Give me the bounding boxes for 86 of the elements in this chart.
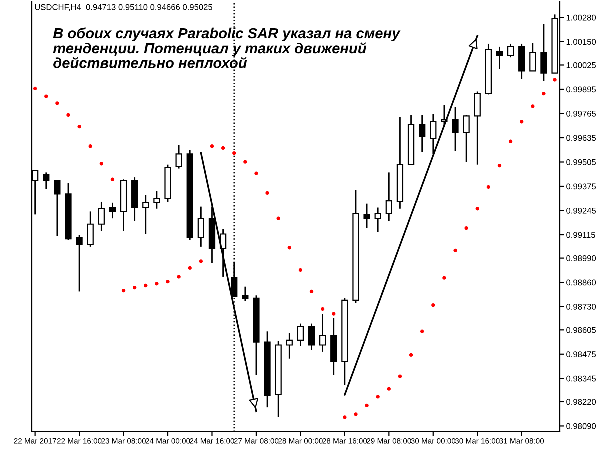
point (88, 144, 92, 148)
point (155, 282, 159, 286)
y-tick-label: 0.99245 (566, 208, 596, 214)
point (199, 260, 204, 264)
point (254, 172, 258, 176)
point (78, 124, 82, 129)
point (221, 146, 226, 150)
y-tick-label: 1.00280 (566, 14, 596, 21)
candlestick (452, 106, 459, 152)
point (531, 104, 535, 108)
point (542, 92, 546, 96)
point (376, 395, 380, 399)
y-tick-label: 0.98475 (566, 352, 596, 358)
y-tick-label: 0.99115 (566, 232, 596, 238)
point (122, 288, 126, 293)
y-tick-label: 0.98990 (566, 256, 596, 262)
y-tick-label: 0.99765 (566, 110, 596, 117)
y-tick-label: 0.98860 (566, 280, 596, 286)
point (442, 276, 446, 280)
point (398, 374, 402, 378)
candlestick (374, 207, 382, 233)
point (276, 216, 280, 220)
candlestick (264, 330, 271, 408)
y-tick-label: 0.98090 (566, 423, 596, 430)
point (56, 102, 60, 106)
point (232, 151, 236, 156)
point (520, 120, 524, 124)
y-tick-label: 0.98730 (566, 304, 596, 310)
point (110, 178, 115, 182)
point (365, 404, 369, 408)
point (310, 290, 314, 294)
point (420, 330, 424, 334)
point (476, 207, 480, 211)
point (454, 248, 458, 253)
point (464, 226, 468, 230)
annotation: В обоих случаях Parabolic SAR указал на смену тенденции. Потенциал у таких движений действительно неплохой (53, 28, 401, 68)
point (332, 312, 336, 316)
candlestick (98, 201, 105, 232)
point (498, 164, 502, 168)
y-tick-label: 0.99375 (566, 184, 596, 190)
point (210, 144, 214, 148)
candlestick (430, 113, 437, 155)
point (144, 284, 148, 288)
candlestick (208, 206, 216, 264)
point (432, 303, 436, 308)
candlestick (319, 313, 326, 353)
candlestick (176, 144, 182, 170)
y-tick-label: 1.00150 (566, 39, 596, 46)
candlestick (43, 172, 50, 190)
candlestick (419, 114, 426, 153)
point (177, 275, 181, 279)
point (188, 266, 192, 270)
point (66, 113, 70, 118)
point (320, 307, 325, 312)
y-tick-label: 0.99635 (566, 135, 596, 142)
candlestick (386, 172, 392, 222)
point (298, 268, 303, 272)
candlestick (496, 46, 504, 70)
point (244, 160, 248, 164)
point (266, 191, 270, 196)
point (553, 78, 557, 82)
point (288, 246, 292, 250)
candlestick (198, 206, 204, 248)
candlestick (142, 194, 150, 235)
point (133, 286, 137, 290)
candlestick (330, 317, 338, 376)
candlestick (286, 332, 293, 360)
point (343, 416, 347, 420)
point (354, 412, 358, 416)
chart-title: USDCHF,H4 0.94713 0.95110 0.94666 0.95025 (35, 4, 213, 12)
point (33, 86, 38, 91)
point (44, 94, 48, 98)
y-tick-label: 0.98345 (566, 376, 596, 382)
y-tick-label: 1.00025 (566, 62, 596, 68)
point (409, 353, 414, 357)
candlestick (396, 116, 404, 210)
y-tick-label: 0.99505 (566, 159, 596, 166)
point (100, 162, 104, 166)
point (387, 387, 391, 391)
point (166, 280, 170, 284)
y-tick-label: 0.98605 (566, 327, 596, 334)
y-tick-label: 0.99895 (566, 86, 596, 93)
candlestick (364, 203, 370, 229)
point (486, 185, 491, 190)
point (508, 140, 513, 144)
y-tick-label: 0.98220 (566, 399, 596, 406)
